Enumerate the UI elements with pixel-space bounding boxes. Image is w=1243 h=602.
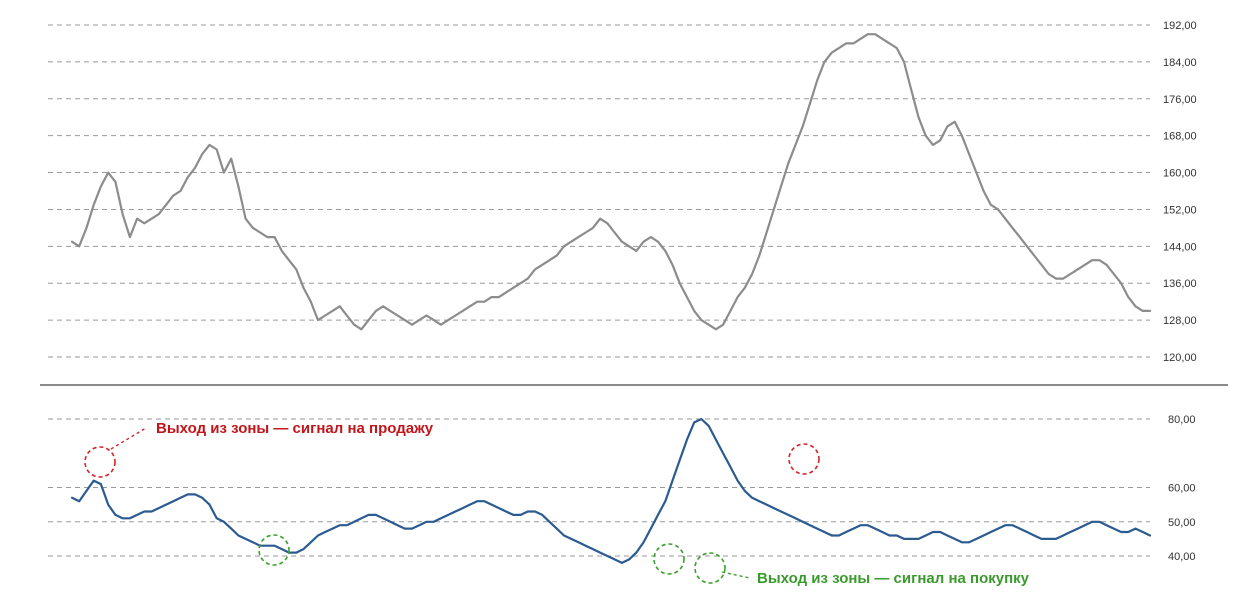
oscillator-tick-label: 60,00	[1168, 483, 1196, 495]
price-tick-label: 128,00	[1163, 315, 1197, 327]
price-chart	[70, 33, 1152, 331]
buy-signal-circle-1	[258, 534, 290, 566]
sell-signal-label: Выход из зоны — сигнал на продажу	[156, 420, 434, 437]
buy-signal-label: Выход из зоны — сигнал на покупку	[757, 570, 1030, 587]
sell-signal-leader	[110, 427, 147, 450]
price-tick-label: 136,00	[1163, 278, 1197, 290]
oscillator-tick-label: 40,00	[1168, 551, 1196, 563]
buy-signal-circle-2	[653, 543, 685, 575]
price-tick-label: 120,00	[1163, 352, 1197, 364]
price-tick-label: 152,00	[1163, 204, 1197, 216]
price-tick-label: 192,00	[1163, 20, 1197, 32]
oscillator-grid	[48, 418, 1150, 557]
buy-signal-leader	[721, 571, 751, 579]
price-tick-label: 184,00	[1163, 57, 1197, 69]
price-grid	[48, 24, 1150, 358]
sell-signal-circle-2	[788, 443, 820, 475]
price-tick-label: 160,00	[1163, 168, 1197, 180]
sell-signal-marker: Выход из зоны — сигнал на продажу	[84, 420, 820, 478]
buy-signal-marker: Выход из зоны — сигнал на покупку	[258, 534, 1030, 587]
oscillator-axis-ticks: 80,00 60,00 50,00 40,00	[1168, 414, 1196, 563]
price-tick-label: 168,00	[1163, 131, 1197, 143]
price-series-line	[70, 33, 1152, 331]
price-tick-label: 176,00	[1163, 94, 1197, 106]
oscillator-tick-label: 80,00	[1168, 414, 1196, 426]
buy-signal-circle-3	[694, 552, 726, 584]
sell-signal-circle-1	[84, 446, 116, 478]
oscillator-series-line	[70, 417, 1152, 564]
oscillator-tick-label: 50,00	[1168, 517, 1196, 529]
price-tick-label: 144,00	[1163, 241, 1197, 253]
price-axis-ticks: 192,00 184,00 176,00 168,00 160,00 152,00 144,…	[1163, 20, 1197, 364]
oscillator-chart	[70, 417, 1152, 564]
